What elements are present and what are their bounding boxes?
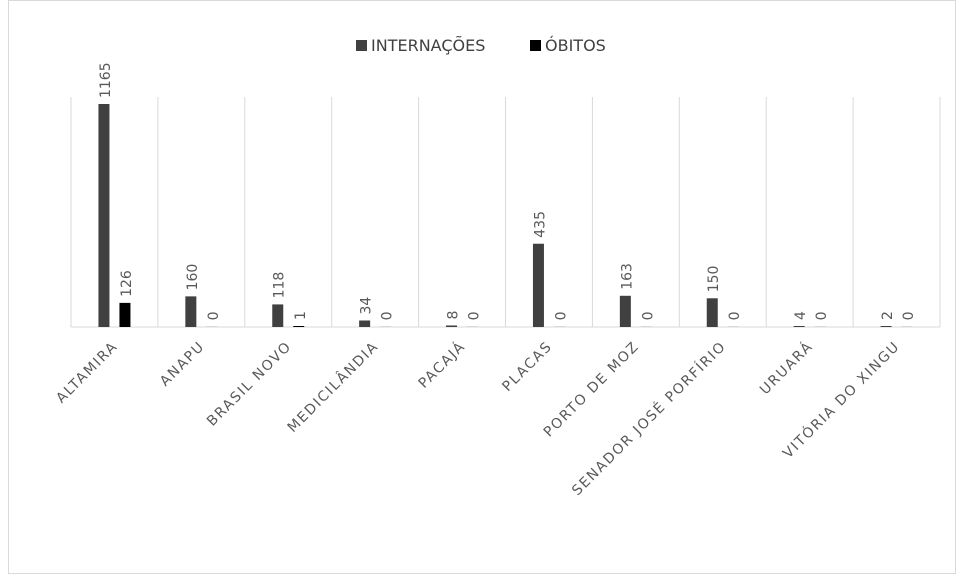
bar-obitos (119, 302, 131, 327)
bar-obitos (640, 326, 652, 327)
data-label: 0 (553, 311, 569, 320)
bar-internacoes (532, 243, 544, 327)
x-tick-label: PORTO DE MOZ (541, 339, 643, 441)
bar-internacoes (706, 298, 718, 327)
x-tick-label: SENADOR JOSÉ PORFÍRIO (568, 338, 729, 499)
bar-internacoes (98, 104, 110, 327)
data-label: 0 (206, 311, 222, 320)
bar-internacoes (185, 296, 197, 327)
data-label: 126 (119, 270, 135, 297)
x-tick-label: PLACAS (499, 339, 555, 395)
grid (70, 97, 941, 328)
bar-internacoes (272, 304, 284, 327)
data-label: 8 (446, 311, 462, 320)
data-label: 118 (272, 272, 288, 299)
data-label: 0 (467, 311, 483, 320)
bar-obitos (553, 326, 565, 327)
data-label: 0 (814, 311, 830, 320)
data-label: 34 (359, 297, 375, 315)
bars (98, 104, 913, 327)
data-label: 0 (380, 311, 396, 320)
bar-obitos (467, 326, 479, 327)
data-label: 2 (880, 311, 896, 320)
data-label: 1 (293, 311, 309, 320)
data-label: 0 (640, 311, 656, 320)
legend-swatch-obitos (530, 40, 541, 51)
bar-obitos (293, 326, 305, 327)
bar-internacoes (880, 326, 892, 327)
bar-obitos (206, 326, 218, 327)
bar-obitos (380, 326, 392, 327)
x-tick-label: ALTAMIRA (53, 339, 121, 407)
x-tick-label: MEDICILÂNDIA (283, 337, 382, 436)
bar-internacoes (359, 320, 371, 327)
chart-frame (8, 0, 956, 574)
x-tick-label: PACAJÁ (415, 338, 469, 392)
data-label: 163 (619, 263, 635, 290)
x-tick-label: ANAPU (157, 339, 208, 390)
x-tick-label: BRASIL NOVO (204, 339, 295, 430)
legend-label-obitos: ÓBITOS (545, 36, 606, 55)
bar-internacoes (793, 326, 805, 327)
data-label: 0 (901, 311, 917, 320)
data-label: 0 (727, 311, 743, 320)
bar-obitos (814, 326, 826, 327)
data-label: 150 (706, 266, 722, 293)
legend-swatch-internacoes (356, 40, 367, 51)
bar-obitos (727, 326, 739, 327)
legend: INTERNAÇÕES ÓBITOS (356, 36, 606, 55)
data-label: 435 (532, 211, 548, 238)
x-tick-label: URUARÁ (756, 338, 816, 398)
bar-internacoes (619, 295, 631, 327)
data-label: 1165 (98, 62, 114, 98)
bar-obitos (901, 326, 913, 327)
bar-internacoes (446, 325, 458, 327)
data-label: 4 (793, 311, 809, 320)
data-label: 160 (185, 264, 201, 291)
legend-label-internacoes: INTERNAÇÕES (371, 36, 485, 55)
